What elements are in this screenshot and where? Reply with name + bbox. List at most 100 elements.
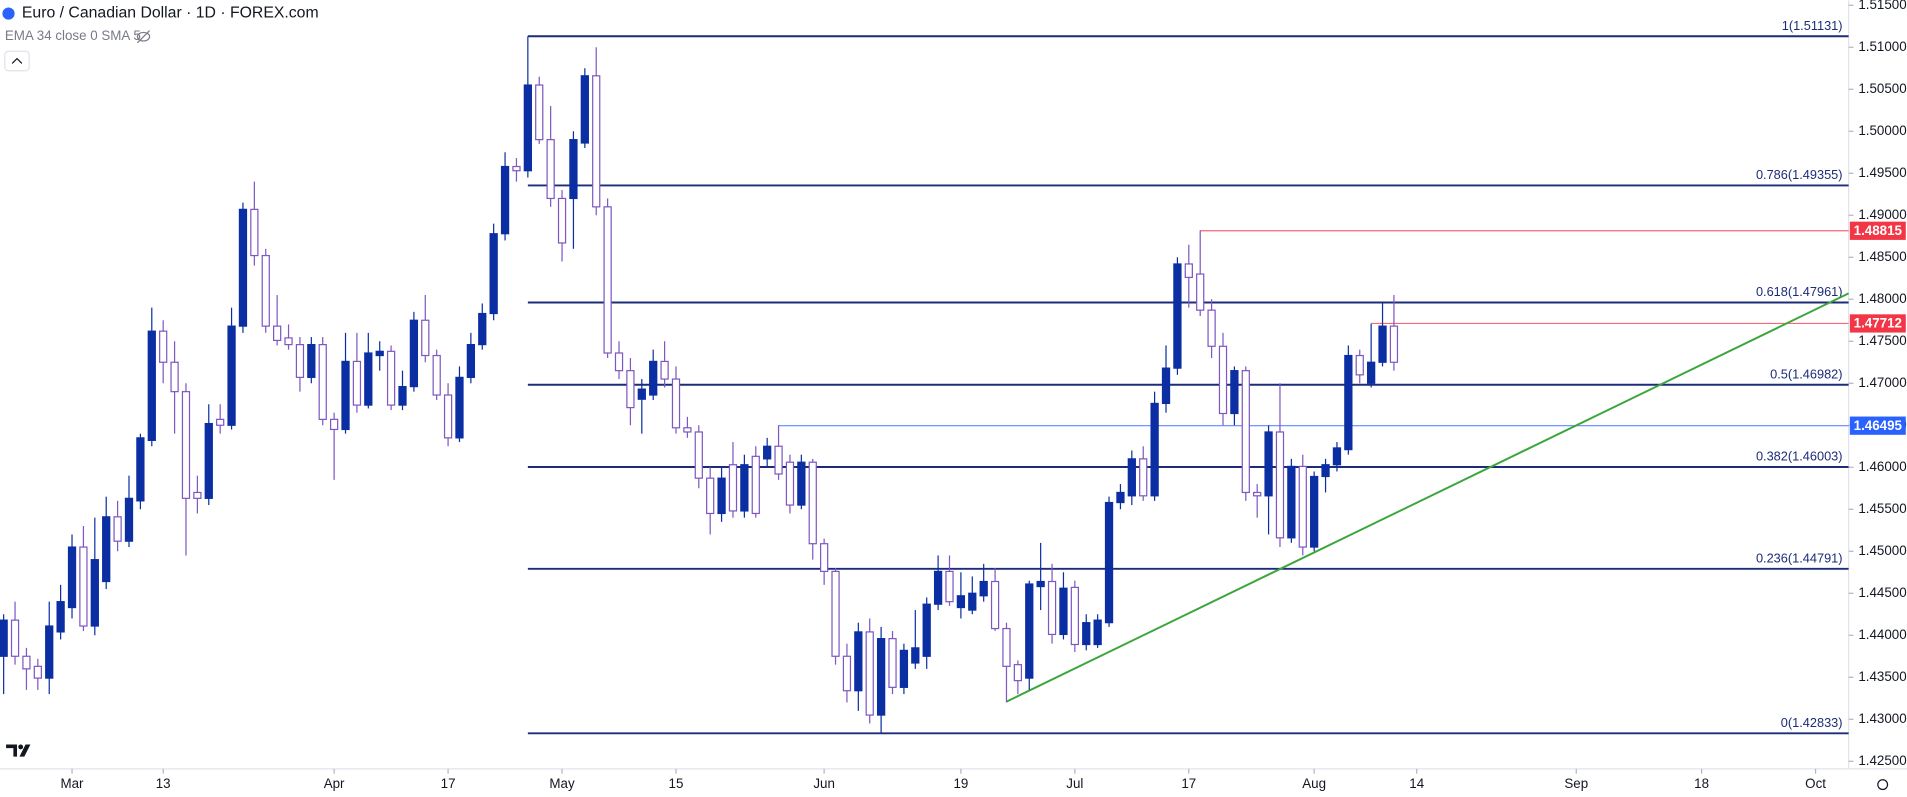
candle-body: [569, 139, 578, 200]
candle-body: [1139, 458, 1148, 497]
candle: [1002, 622, 1011, 703]
candle-body: [136, 437, 145, 502]
plot-area: 1(1.51131) 0.786(1.49355) 0.618(1.47961) 0.…: [527, 18, 1849, 735]
x-tick-label: 18: [1694, 776, 1709, 791]
candle-body: [22, 655, 31, 670]
candle-body: [375, 350, 384, 357]
fib-label: 0.236(1.44791): [1756, 550, 1843, 565]
candle: [1298, 454, 1307, 556]
x-tick-label: Jun: [813, 776, 835, 791]
candle-body: [329, 418, 339, 431]
candle-body: [1036, 580, 1045, 588]
candle: [1104, 496, 1114, 627]
candle: [45, 601, 54, 695]
price-badge-label: 1.46495: [1854, 418, 1903, 433]
candle-body: [671, 378, 681, 429]
candle-body: [500, 165, 510, 235]
candle: [956, 572, 966, 619]
candle-body: [933, 570, 943, 605]
candle-body: [1310, 475, 1319, 548]
candle-body: [1218, 345, 1228, 415]
hide-icon[interactable]: [136, 30, 151, 44]
x-tick-label: Apr: [324, 776, 345, 791]
y-tick-label: 1.50500: [1858, 81, 1906, 96]
x-tick-label: 17: [441, 776, 456, 791]
candle: [922, 597, 931, 669]
candle: [102, 496, 111, 590]
y-tick-label: 1.47000: [1858, 375, 1906, 390]
candle: [911, 610, 920, 669]
candle-body: [1332, 447, 1342, 466]
candle: [147, 307, 156, 447]
candle: [1127, 450, 1136, 506]
symbol-icon[interactable]: [2, 7, 15, 20]
candle: [728, 442, 738, 518]
candle: [1139, 446, 1148, 501]
candle-body: [33, 665, 42, 679]
candle-body: [1344, 354, 1353, 451]
candle: [170, 341, 179, 434]
candle-body: [10, 619, 20, 657]
candle: [580, 68, 589, 149]
candle-body: [398, 386, 407, 406]
candle-body: [797, 461, 806, 506]
candle: [1321, 458, 1330, 493]
candle: [1230, 366, 1239, 426]
candle-body: [706, 477, 715, 515]
candle: [706, 467, 715, 535]
candle-body: [854, 631, 863, 692]
candle-body: [352, 360, 362, 406]
candle-body: [911, 647, 920, 664]
fib-label: 0.618(1.47961): [1756, 284, 1843, 299]
y-tick-label: 1.51000: [1858, 39, 1906, 54]
candle-body: [1253, 491, 1262, 497]
candle-body: [945, 570, 954, 603]
candle-body: [147, 330, 156, 441]
collapse-button[interactable]: [4, 50, 30, 72]
candle-body: [1093, 619, 1102, 646]
candle: [1366, 323, 1376, 388]
candle-body: [443, 394, 453, 439]
candle-body: [956, 595, 966, 609]
candle: [1389, 295, 1399, 371]
candle-body: [535, 84, 544, 141]
candle-body: [831, 570, 840, 657]
candle-body: [216, 418, 225, 426]
candle-body: [56, 601, 65, 633]
candle: [1150, 391, 1159, 501]
x-tick-label: Jul: [1066, 776, 1083, 791]
candle-body: [1047, 580, 1057, 636]
settings-icon[interactable]: [1877, 779, 1889, 791]
candle-body: [979, 580, 988, 597]
candle: [512, 158, 521, 182]
candle-body: [90, 559, 99, 627]
candle: [136, 433, 145, 510]
candle: [717, 467, 726, 522]
price-badge: [1849, 416, 1906, 435]
y-tick-label: 1.45500: [1858, 501, 1906, 516]
candle: [1275, 383, 1285, 548]
candle-body: [238, 208, 248, 327]
candle-body: [592, 75, 601, 208]
candle: [1332, 442, 1342, 472]
candle-body: [181, 391, 191, 499]
candle: [968, 576, 977, 615]
candle-body: [1150, 402, 1159, 497]
x-tick-label: 19: [953, 776, 968, 791]
candle-body: [1184, 263, 1193, 279]
candle: [10, 601, 20, 665]
candle: [1196, 230, 1205, 317]
candle: [409, 311, 419, 392]
candle: [683, 416, 692, 438]
candle: [478, 303, 487, 350]
candle: [341, 332, 350, 434]
candle-body: [899, 649, 909, 688]
candle-body: [751, 455, 760, 515]
candle: [831, 568, 840, 665]
candle-body: [717, 477, 726, 515]
candle-body: [1161, 367, 1171, 405]
candle-body: [1241, 370, 1250, 494]
y-tick-label: 1.43000: [1858, 711, 1906, 726]
candle: [671, 366, 681, 434]
